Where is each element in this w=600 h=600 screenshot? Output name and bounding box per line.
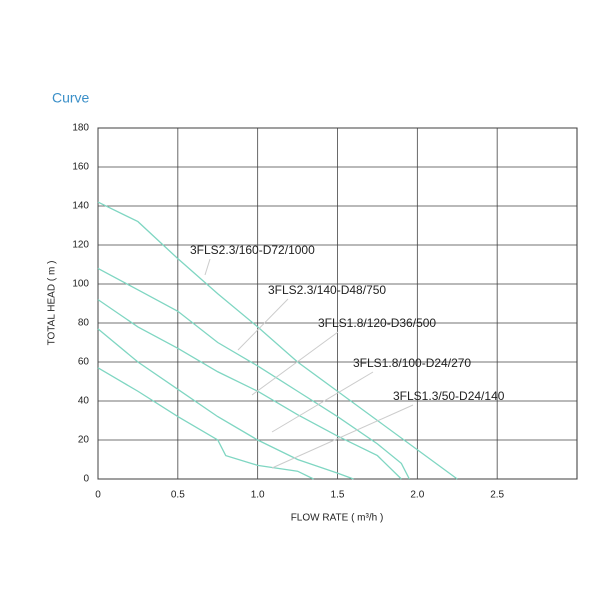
y-tick-label: 20 (78, 435, 90, 446)
y-axis-label: TOTAL HEAD ( m ) (47, 261, 58, 346)
x-tick-label: 0 (95, 490, 101, 501)
series-line (97, 328, 354, 480)
series-label: 3FLS2.3/140-D48/750 (268, 283, 386, 297)
y-tick-label: 140 (72, 201, 89, 212)
y-tick-label: 80 (78, 318, 90, 329)
leader-line (271, 404, 414, 469)
x-tick-label: 0.5 (171, 490, 185, 501)
leader-line (271, 371, 374, 433)
x-tick-label: 1.0 (251, 490, 265, 501)
series-line (97, 367, 314, 480)
y-tick-label: 180 (72, 123, 89, 134)
y-tick-label: 0 (83, 474, 89, 485)
leader-line (251, 331, 339, 396)
x-tick-label: 2.5 (490, 490, 504, 501)
y-tick-label: 40 (78, 396, 90, 407)
chart-title: Curve (52, 90, 90, 106)
leader-line (237, 298, 289, 351)
series-label: 3FLS2.3/160-D72/1000 (190, 243, 315, 257)
y-tick-label: 120 (72, 240, 89, 251)
series-line (97, 201, 458, 480)
series-label: 3FLS1.3/50-D24/140 (393, 389, 505, 403)
x-tick-label: 1.5 (331, 490, 345, 501)
series-label: 3FLS1.8/120-D36/500 (318, 316, 436, 330)
y-tick-label: 160 (72, 162, 89, 173)
x-tick-label: 2.0 (410, 490, 424, 501)
series-line (97, 267, 410, 480)
y-tick-label: 60 (78, 357, 90, 368)
y-tick-label: 100 (72, 279, 89, 290)
series-label: 3FLS1.8/100-D24/270 (353, 356, 471, 370)
leader-line (204, 258, 211, 276)
x-axis-label: FLOW RATE ( m³/h ) (291, 513, 384, 524)
